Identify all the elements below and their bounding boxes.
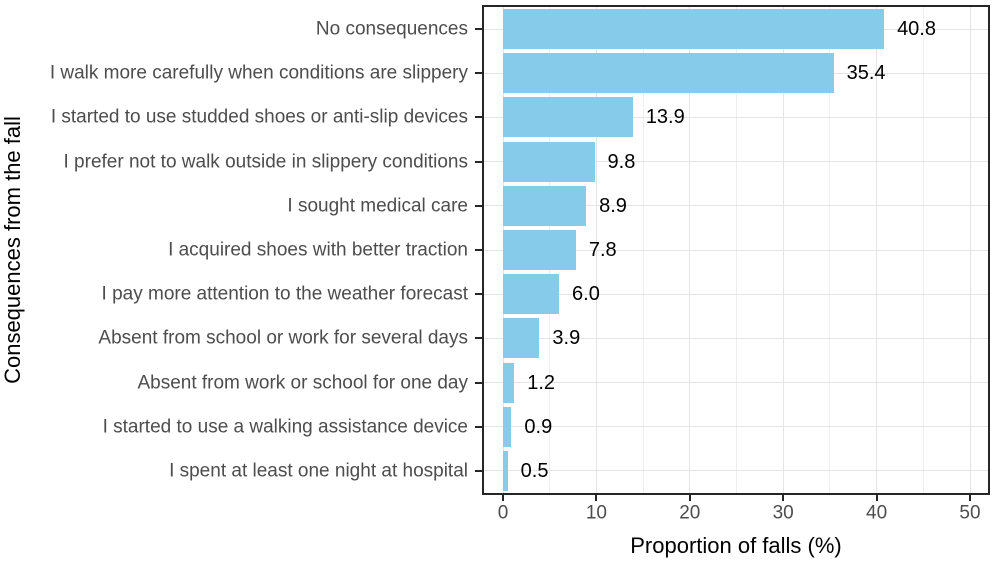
- bar-value-label: 3.9: [552, 327, 581, 350]
- y-axis-category-label: I pay more attention to the weather fore…: [101, 283, 468, 305]
- x-axis-tick-label: 40: [866, 502, 888, 524]
- bar-value-label: 1.2: [527, 371, 556, 394]
- y-axis-category-label: I acquired shoes with better traction: [168, 239, 468, 261]
- y-axis-category-label: Absent from school or work for several d…: [98, 327, 468, 349]
- y-axis-category-label: I walk more carefully when conditions ar…: [49, 62, 468, 84]
- bar: [503, 9, 885, 50]
- x-axis-tick: [875, 495, 878, 501]
- bar-value-label: 7.8: [588, 239, 617, 261]
- bar-value-label: 13.9: [645, 106, 685, 129]
- bar: [503, 185, 587, 226]
- y-axis-tick: [475, 160, 482, 163]
- gridline-horizontal-major: [484, 382, 988, 384]
- bar-value-label: 35.4: [846, 62, 886, 85]
- gridline-horizontal-major: [484, 249, 988, 251]
- y-axis-category-label: I spent at least one night at hospital: [169, 460, 468, 482]
- bar: [503, 141, 595, 182]
- gridline-horizontal-major: [484, 293, 988, 295]
- bar-value-label: 40.8: [897, 18, 936, 41]
- bar-value-label: 9.8: [607, 150, 636, 173]
- bar-value-label: 0.5: [520, 459, 549, 482]
- bar: [503, 230, 576, 270]
- bar: [503, 97, 633, 138]
- bar-value-label: 8.9: [599, 194, 627, 217]
- x-axis-tick: [502, 495, 504, 501]
- x-axis-tick-label: 30: [772, 502, 794, 524]
- y-axis-tick: [475, 381, 482, 384]
- bar: [503, 406, 512, 447]
- y-axis-tick: [475, 249, 482, 251]
- y-axis-category-label: No consequences: [315, 18, 468, 40]
- y-axis-category-label: I prefer not to walk outside in slippery…: [63, 151, 469, 173]
- gridline-horizontal-major: [484, 426, 988, 428]
- y-axis-category-label: Absent from work or school for one day: [137, 372, 468, 394]
- x-axis-tick-label: 10: [585, 502, 607, 524]
- plot-panel: 40.8 35.4 13.9 9.8 8.9 7.8 6.0 3.9 1.2 0.9 0.5: [482, 5, 990, 495]
- bars-layer: 40.8 35.4 13.9 9.8 8.9 7.8 6.0 3.9 1.2 0.9 0.5: [484, 7, 988, 493]
- gridline-horizontal-major: [484, 116, 988, 118]
- x-axis-tick-label: 20: [679, 502, 701, 524]
- x-axis-tick-label: 50: [959, 502, 981, 524]
- x-axis-tick-label: 0: [497, 502, 509, 524]
- y-axis-tick: [475, 204, 482, 207]
- y-axis-tick: [475, 425, 482, 428]
- gridline-horizontal-major: [484, 161, 988, 163]
- x-axis-tick: [969, 495, 971, 501]
- bar: [503, 362, 515, 403]
- bar: [503, 450, 508, 491]
- y-axis-category-label: I sought medical care: [287, 195, 468, 217]
- bar: [503, 53, 834, 94]
- y-axis-category-label: I started to use studded shoes or anti-s…: [50, 106, 468, 128]
- gridline-horizontal-major: [484, 337, 988, 339]
- y-axis-tick: [475, 293, 482, 296]
- bar: [503, 274, 560, 315]
- x-axis-tick: [688, 495, 691, 501]
- gridline-horizontal-major: [484, 470, 988, 472]
- bar-value-label: 6.0: [572, 283, 600, 306]
- y-axis-tick: [475, 28, 482, 31]
- y-axis-tick: [475, 72, 482, 75]
- y-axis-title: Consequences from the fall: [0, 116, 25, 384]
- y-axis-category-label: I started to use a walking assistance de…: [102, 416, 468, 438]
- y-axis-tick: [475, 469, 482, 472]
- bar: [503, 318, 540, 359]
- gridline-horizontal-major: [484, 205, 988, 207]
- x-axis-tick: [782, 495, 785, 501]
- y-axis-tick: [475, 116, 482, 119]
- x-axis-title: Proportion of falls (%): [630, 533, 842, 558]
- y-axis-tick: [475, 337, 482, 340]
- bar-value-label: 0.9: [524, 415, 553, 438]
- x-axis-tick: [595, 495, 598, 501]
